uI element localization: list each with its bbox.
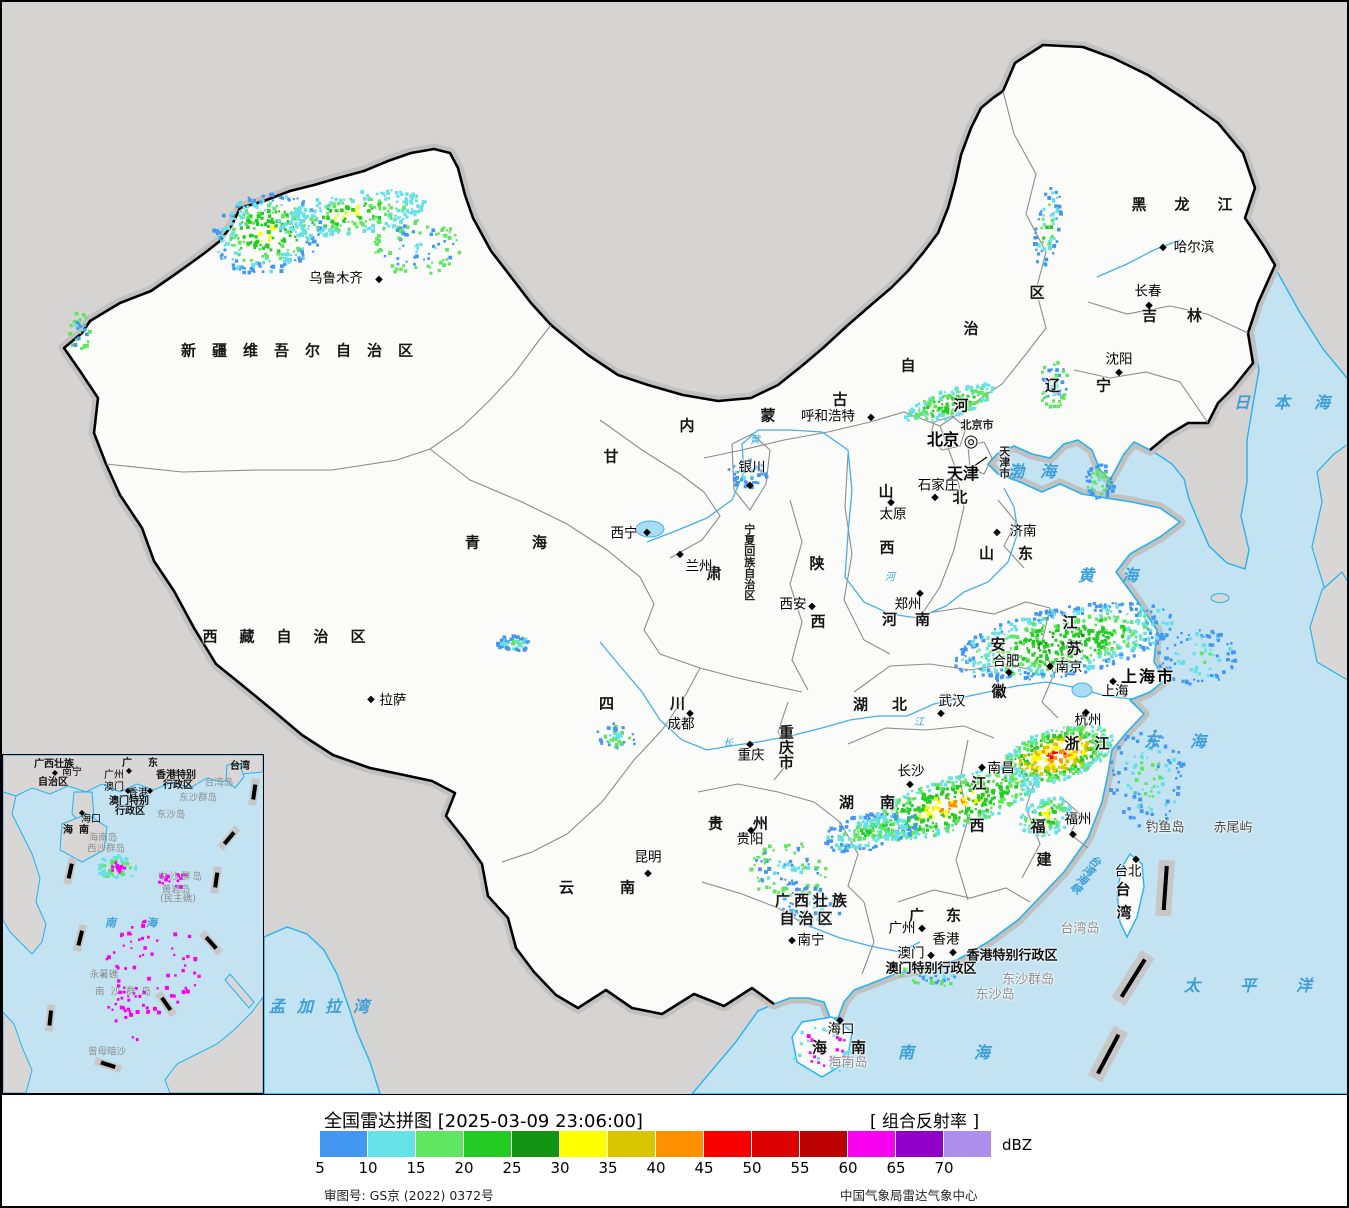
taiwan-island bbox=[1116, 852, 1145, 939]
dbz-tick-row: 5 10 15 20 25 30 35 40 45 50 55 60 65 70 bbox=[315, 1159, 1020, 1179]
inset-palawan bbox=[224, 973, 255, 1009]
dbz-swatch-40 bbox=[656, 1131, 704, 1157]
rivers bbox=[599, 239, 1181, 953]
dbz-swatch-65 bbox=[896, 1131, 944, 1157]
dbz-tick-65: 65 bbox=[886, 1159, 906, 1177]
dbz-swatch-60 bbox=[848, 1131, 896, 1157]
inset-taiwan bbox=[225, 763, 245, 789]
dbz-tick-70: 70 bbox=[934, 1159, 954, 1177]
dbz-unit-label: dBZ bbox=[1002, 1136, 1033, 1154]
radar-echo-layer bbox=[68, 187, 1238, 1073]
qinghai-lake bbox=[635, 520, 665, 538]
dbz-swatch-5 bbox=[320, 1131, 368, 1157]
dbz-tick-5: 5 bbox=[315, 1159, 325, 1177]
dbz-swatch-15 bbox=[416, 1131, 464, 1157]
sea-bay-of-bengal bbox=[263, 926, 381, 1094]
tianjin-leader-line bbox=[969, 456, 988, 470]
dbz-tick-50: 50 bbox=[742, 1159, 762, 1177]
dbz-tick-55: 55 bbox=[790, 1159, 810, 1177]
legend-title: 全国雷达拼图 [2025-03-09 23:06:00] bbox=[324, 1111, 643, 1132]
dbz-tick-20: 20 bbox=[454, 1159, 474, 1177]
inset-map bbox=[2, 754, 264, 1094]
dbz-tick-25: 25 bbox=[502, 1159, 522, 1177]
dbz-tick-10: 10 bbox=[358, 1159, 378, 1177]
dbz-swatch-50 bbox=[752, 1131, 800, 1157]
inset-hainan bbox=[59, 813, 108, 863]
legend-product-name: [ 组合反射率 ] bbox=[870, 1112, 980, 1132]
china-radar-map: 新疆维吾尔自治区 西藏自治区 青海甘肃内蒙古自治区黑龙江 吉林 辽宁河北山西山东 河南陕西… bbox=[2, 2, 1347, 1094]
jeju-island bbox=[1210, 593, 1230, 603]
dbz-swatch-30 bbox=[560, 1131, 608, 1157]
taihu-lake bbox=[1071, 682, 1093, 698]
dbz-swatch-10 bbox=[368, 1131, 416, 1157]
japan-land bbox=[1311, 444, 1347, 601]
dbz-swatch-55 bbox=[800, 1131, 848, 1157]
dbz-swatch-35 bbox=[608, 1131, 656, 1157]
dbz-swatch-20 bbox=[464, 1131, 512, 1157]
dbz-tick-40: 40 bbox=[646, 1159, 666, 1177]
dbz-colorbar bbox=[320, 1131, 992, 1157]
data-source-credit: 中国气象局雷达气象中心 bbox=[840, 1188, 978, 1203]
dbz-swatch-45 bbox=[704, 1131, 752, 1157]
dbz-tick-35: 35 bbox=[598, 1159, 618, 1177]
kyushu-land bbox=[1309, 571, 1347, 681]
hainan-island bbox=[791, 1016, 853, 1078]
dbz-swatch-70 bbox=[944, 1131, 992, 1157]
dbz-tick-30: 30 bbox=[550, 1159, 570, 1177]
dbz-tick-15: 15 bbox=[406, 1159, 426, 1177]
inset-vietnam bbox=[2, 791, 47, 955]
dbz-tick-45: 45 bbox=[694, 1159, 714, 1177]
map-approval-number: 审图号: GS京 (2022) 0372号 bbox=[324, 1188, 494, 1203]
dbz-tick-60: 60 bbox=[838, 1159, 858, 1177]
dbz-swatch-25 bbox=[512, 1131, 560, 1157]
legend-panel: 全国雷达拼图 [2025-03-09 23:06:00] [ 组合反射率 ] d… bbox=[2, 1094, 1347, 1206]
map-base-svg bbox=[2, 2, 1347, 1094]
national-border bbox=[62, 43, 1277, 1016]
